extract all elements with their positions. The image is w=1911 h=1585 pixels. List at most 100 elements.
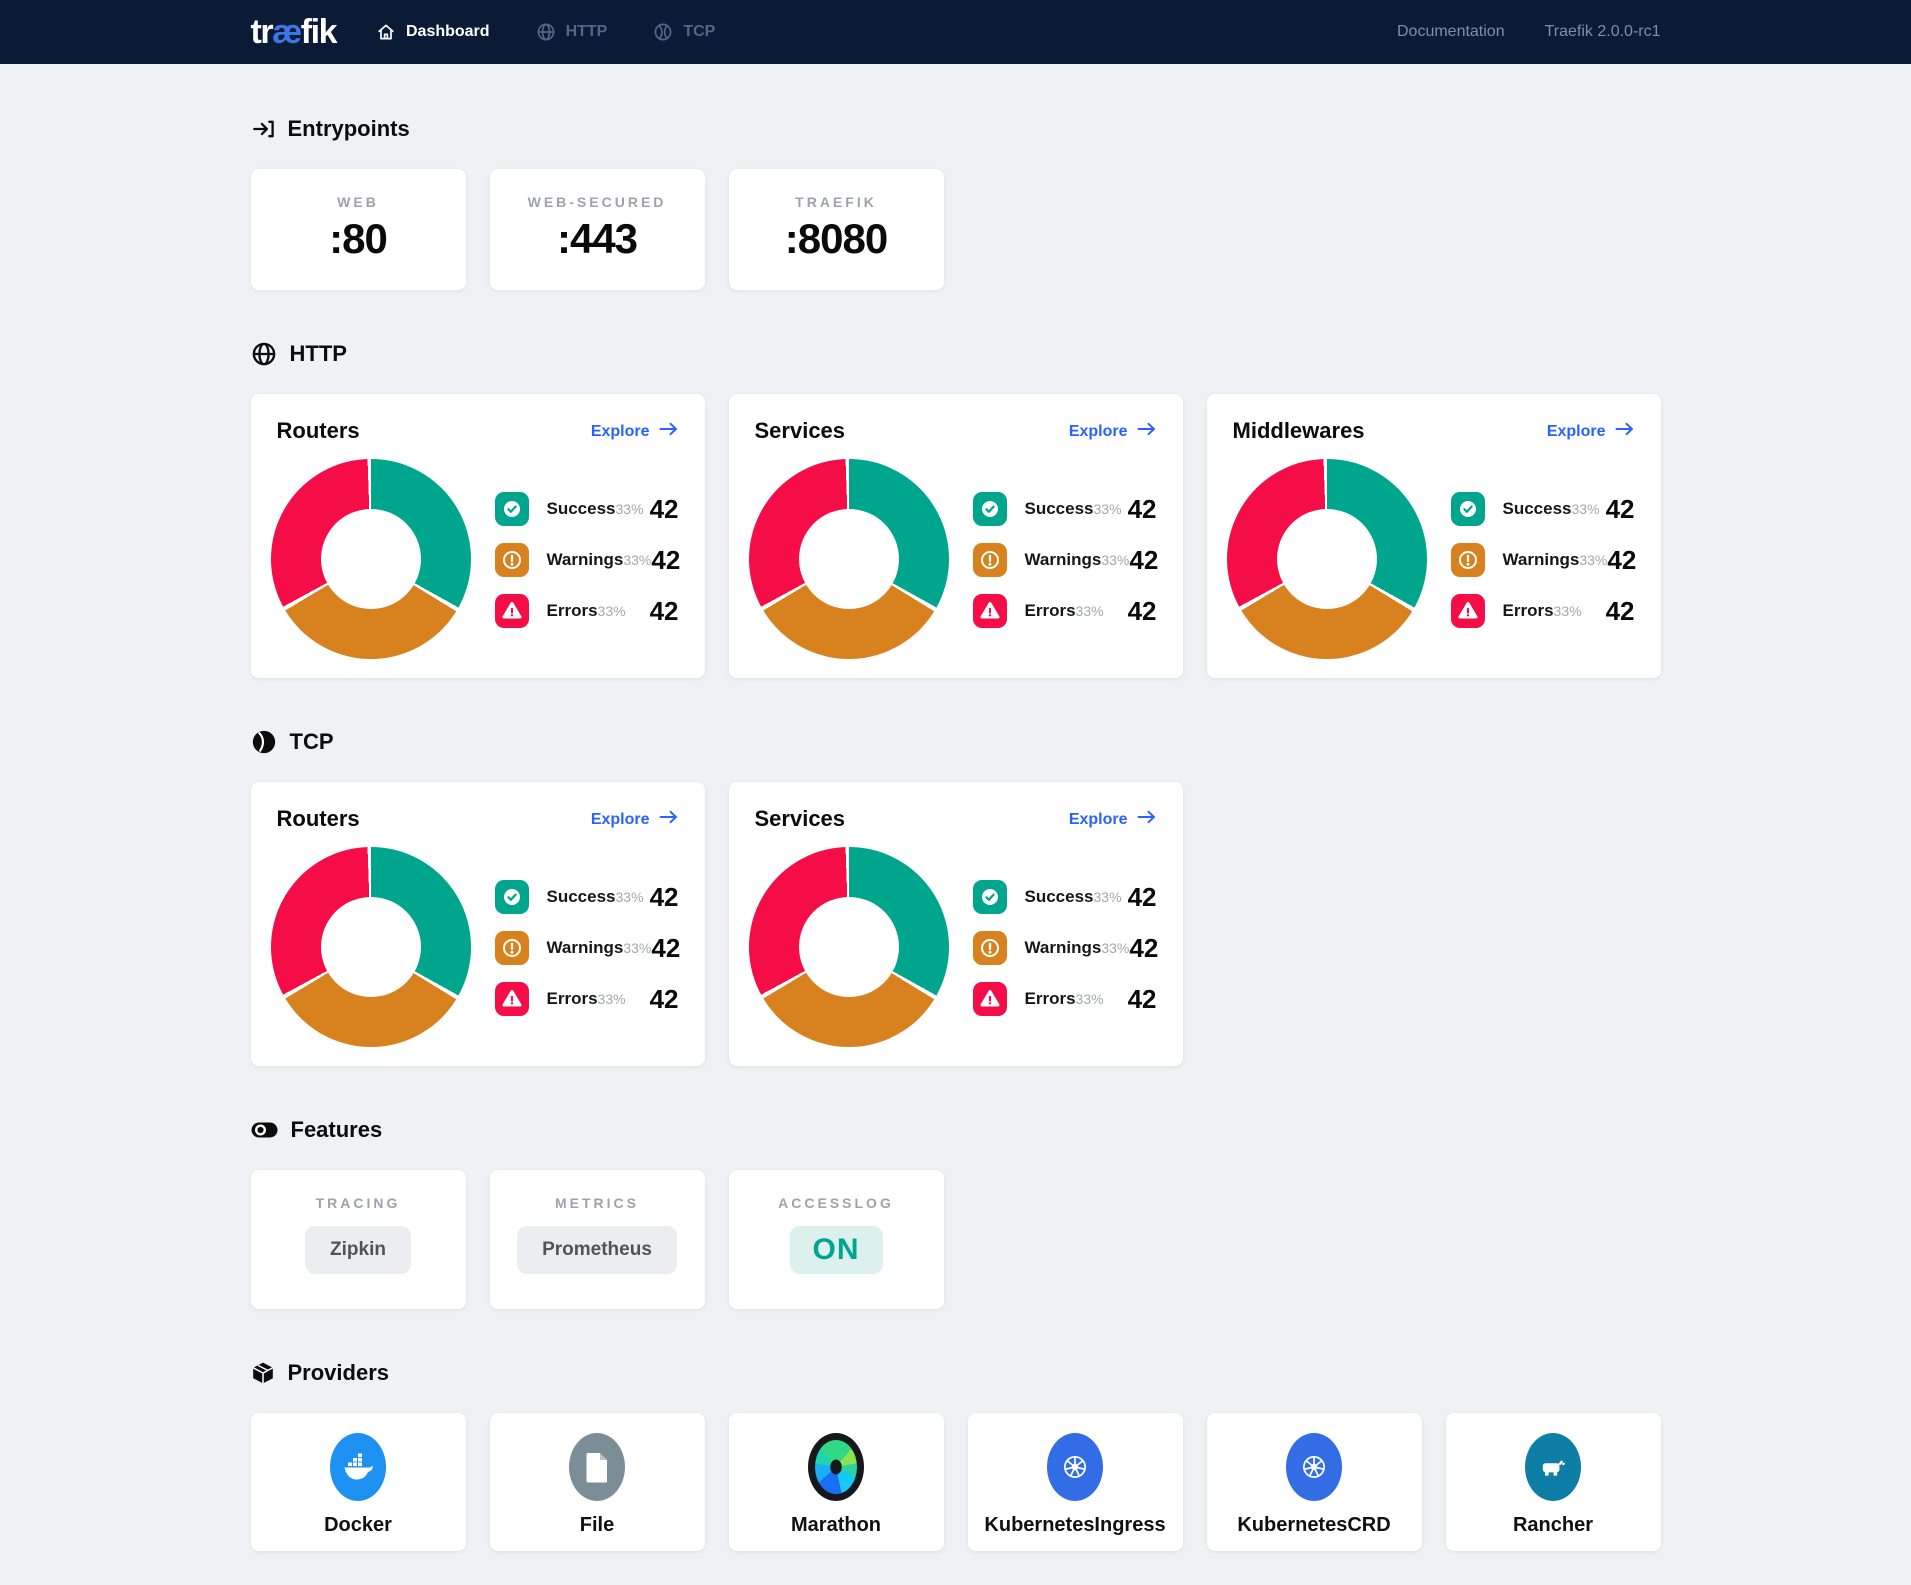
legend: Success33% 42 Warnings33% 42 Errors33% 4… <box>972 880 1159 1033</box>
legend-percent: 33% <box>615 889 644 905</box>
features-cards: TRACING Zipkin METRICS Prometheus ACCESS… <box>250 1170 1661 1309</box>
explore-link[interactable]: Explore <box>591 422 679 441</box>
legend-percent: 33% <box>1075 603 1104 619</box>
legend-row-errors: Errors33% 42 <box>494 594 679 628</box>
check-circle-icon <box>972 492 1007 526</box>
check-circle-icon <box>494 492 529 526</box>
providers-section-heading: Providers <box>251 1309 1661 1387</box>
feature-value-badge: Prometheus <box>517 1226 677 1274</box>
legend-percent: 33% <box>1093 889 1122 905</box>
legend-label: Success <box>1024 887 1094 906</box>
provider-card-marathon: Marathon <box>728 1413 944 1551</box>
provider-card-docker: Docker <box>250 1413 466 1551</box>
tcp-cards: Routers Explore Success33% 42 <box>250 782 1661 1066</box>
feature-label: TRACING <box>315 1195 401 1211</box>
globe-icon <box>251 341 277 367</box>
legend-label: Errors <box>546 989 598 1008</box>
explore-link[interactable]: Explore <box>591 810 679 829</box>
documentation-link[interactable]: Documentation <box>1396 23 1505 40</box>
provider-name: Marathon <box>791 1514 881 1536</box>
top-navbar: tr æ fik Dashboard HTTP <box>0 0 1911 64</box>
alert-triangle-icon <box>972 594 1007 628</box>
legend-value: 42 <box>1127 881 1157 912</box>
package-cube-icon <box>251 1361 275 1385</box>
section-title: Providers <box>287 1360 390 1385</box>
legend-value: 42 <box>1129 932 1159 963</box>
kubernetes-icon <box>1286 1433 1342 1501</box>
legend-row-success: Success33% 42 <box>972 492 1157 526</box>
entrypoints-cards: WEB :80 WEB-SECURED :443 TRAEFIK :8080 <box>250 169 1661 290</box>
legend-percent: 33% <box>1075 991 1104 1007</box>
entrypoint-card-traefik: TRAEFIK :8080 <box>728 169 944 290</box>
http-cards: Routers Explore Success33% 42 <box>250 394 1661 678</box>
legend-label: Errors <box>546 601 598 620</box>
feature-card-metrics: METRICS Prometheus <box>489 1170 705 1309</box>
legend-row-errors: Errors33% 42 <box>972 982 1157 1016</box>
legend-label: Warnings <box>1502 550 1580 569</box>
entrypoint-label: WEB-SECURED <box>527 194 667 210</box>
nav-item-tcp[interactable]: TCP <box>653 22 715 42</box>
alert-triangle-icon <box>1450 594 1485 628</box>
legend: Success33% 42 Warnings33% 42 Errors33% 4… <box>494 880 680 1033</box>
check-circle-icon <box>972 880 1007 914</box>
login-arrow-icon <box>251 117 275 141</box>
arrow-right-icon <box>1615 422 1635 441</box>
explore-link[interactable]: Explore <box>1069 810 1157 829</box>
legend-percent: 33% <box>597 991 626 1007</box>
legend-row-warnings: Warnings33% 42 <box>494 543 680 577</box>
explore-label: Explore <box>1068 422 1128 440</box>
legend-label: Warnings <box>1024 938 1102 957</box>
legend-label: Warnings <box>546 938 624 957</box>
alert-circle-icon <box>1450 543 1485 577</box>
explore-link[interactable]: Explore <box>1547 422 1635 441</box>
legend-value: 42 <box>1127 983 1157 1014</box>
alert-triangle-icon <box>494 982 529 1016</box>
donut-chart <box>748 459 949 659</box>
legend-label: Errors <box>1024 601 1076 620</box>
tcp-section-heading: TCP <box>251 678 1661 756</box>
legend-value: 42 <box>1605 595 1635 626</box>
arrow-right-icon <box>1137 810 1157 829</box>
legend-value: 42 <box>1605 493 1635 524</box>
check-circle-icon <box>1450 492 1485 526</box>
tcp-routers-panel: Routers Explore Success33% 42 <box>250 782 705 1066</box>
provider-card-rancher: Rancher <box>1445 1413 1661 1551</box>
provider-name: Docker <box>324 1514 392 1536</box>
http-middlewares-panel: Middlewares Explore Success 33% 42 <box>1206 394 1661 678</box>
tcp-globe-icon <box>653 22 673 42</box>
nav-item-http[interactable]: HTTP <box>536 22 608 42</box>
entrypoint-label: WEB <box>337 194 379 210</box>
entrypoints-section-heading: Entrypoints <box>251 64 1661 143</box>
nav-label: Dashboard <box>405 23 490 40</box>
provider-name: File <box>579 1514 615 1536</box>
legend-label: Success <box>546 499 616 518</box>
provider-name: Rancher <box>1512 1514 1594 1536</box>
explore-link[interactable]: Explore <box>1069 422 1157 441</box>
entrypoint-port: :8080 <box>784 215 888 262</box>
explore-label: Explore <box>590 810 650 828</box>
home-icon <box>376 22 396 42</box>
nav-item-dashboard[interactable]: Dashboard <box>376 22 490 42</box>
legend-percent: 33% <box>1101 552 1130 568</box>
legend-percent: 33% <box>1553 603 1582 619</box>
section-title: Entrypoints <box>287 116 410 141</box>
legend-label: Errors <box>1502 601 1554 620</box>
legend-label: Success <box>1502 499 1572 518</box>
http-routers-panel: Routers Explore Success33% 42 <box>250 394 705 678</box>
arrow-right-icon <box>659 810 679 829</box>
legend-label: Success <box>1024 499 1094 518</box>
alert-circle-icon <box>494 543 529 577</box>
panel-title: Services <box>754 418 846 443</box>
legend-row-warnings: Warnings33% 42 <box>494 931 680 965</box>
donut-chart <box>270 459 471 659</box>
tcp-services-panel: Services Explore Success33% 42 <box>728 782 1183 1066</box>
donut-chart <box>1226 459 1427 659</box>
nav-label: HTTP <box>565 23 608 40</box>
panel-title: Middlewares <box>1232 418 1365 443</box>
legend-row-errors: Errors33% 42 <box>494 982 679 1016</box>
provider-card-kubernetes-crd: KubernetesCRD <box>1206 1413 1422 1551</box>
legend-row-success: Success33% 42 <box>972 880 1157 914</box>
entrypoint-port: :80 <box>329 215 388 262</box>
legend-percent: 33% <box>597 603 626 619</box>
section-title: TCP <box>289 729 334 754</box>
